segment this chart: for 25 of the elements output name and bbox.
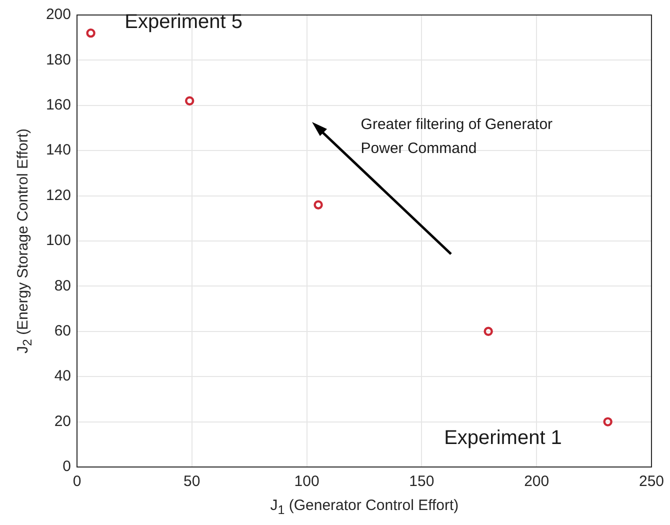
annotation: Experiment 5 — [124, 10, 243, 34]
y-tick-label: 200 — [46, 6, 71, 24]
y-tick-label: 120 — [46, 186, 71, 204]
y-tick-label: 180 — [46, 51, 71, 68]
y-tick-label: 40 — [54, 368, 71, 385]
y-tick-label: 80 — [54, 277, 71, 294]
annotation: Experiment 1 — [444, 426, 562, 450]
point — [314, 200, 323, 210]
y-tick-label: 20 — [54, 412, 71, 430]
point — [86, 28, 96, 38]
y-tick-label: 100 — [46, 232, 71, 250]
x-tick-label: 100 — [294, 473, 320, 490]
x-tick-label: 50 — [184, 473, 200, 490]
point — [603, 417, 612, 426]
x-tick-label: 200 — [524, 473, 550, 490]
y-tick-label: 0 — [62, 458, 71, 476]
y-tick-label: 60 — [54, 322, 71, 340]
point — [185, 96, 194, 106]
y-tick-label: 160 — [46, 96, 71, 114]
x-tick-label: 150 — [409, 473, 434, 490]
point — [484, 326, 493, 336]
x-axis-title: J$_{1}$ (Generator Control Effort) — [270, 497, 459, 517]
annotation: Greater filtering of Generator Power Command — [360, 115, 554, 160]
x-tick-label: 250 — [638, 473, 664, 490]
y-tick-label: 140 — [46, 142, 71, 159]
